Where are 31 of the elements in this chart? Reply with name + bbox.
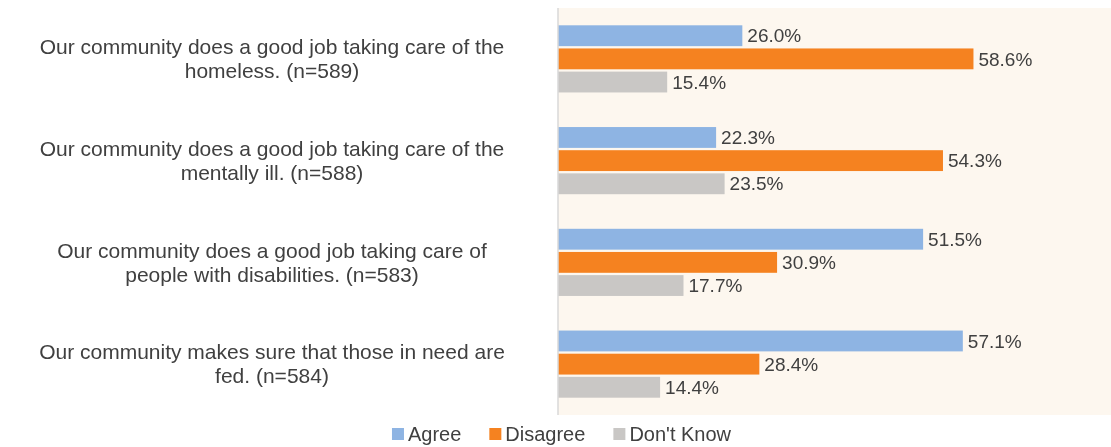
data-label: 58.6% — [978, 48, 1033, 70]
bar — [558, 330, 963, 352]
bar — [558, 71, 668, 93]
bar — [558, 353, 760, 375]
bar — [558, 376, 661, 398]
legend-label: Disagree — [505, 423, 586, 445]
legend-label: Don't Know — [629, 423, 732, 445]
bar — [558, 25, 743, 47]
data-label: 28.4% — [764, 353, 819, 375]
bar — [558, 228, 924, 250]
bar — [558, 48, 974, 70]
data-label: 17.7% — [688, 275, 743, 297]
data-label: 14.4% — [665, 376, 720, 398]
y-tick-label: Our community does a good job taking care of the mentally ill. (n=588) — [39, 136, 505, 184]
data-label: 57.1% — [967, 330, 1022, 352]
y-tick-label: Our community makes sure that those in need are fed. (n=584) — [39, 340, 505, 388]
data-label: 22.3% — [721, 127, 776, 149]
bar — [558, 150, 943, 172]
data-label: 15.4% — [672, 71, 727, 93]
data-label: 30.9% — [782, 252, 837, 274]
y-tick-label: Our community does a good job taking care of the homeless. (n=589) — [39, 35, 505, 83]
bar — [558, 173, 725, 195]
data-label: 54.3% — [947, 150, 1002, 172]
bar — [558, 251, 778, 273]
bar — [558, 127, 717, 148]
legend-label: Agree — [407, 423, 462, 445]
bar — [558, 275, 684, 296]
data-label: 23.5% — [729, 173, 784, 195]
y-tick-label: Our community does a good job taking care of people with disabilities. (n=583) — [57, 238, 487, 286]
data-label: 51.5% — [928, 228, 983, 250]
data-label: 26.0% — [747, 25, 802, 47]
